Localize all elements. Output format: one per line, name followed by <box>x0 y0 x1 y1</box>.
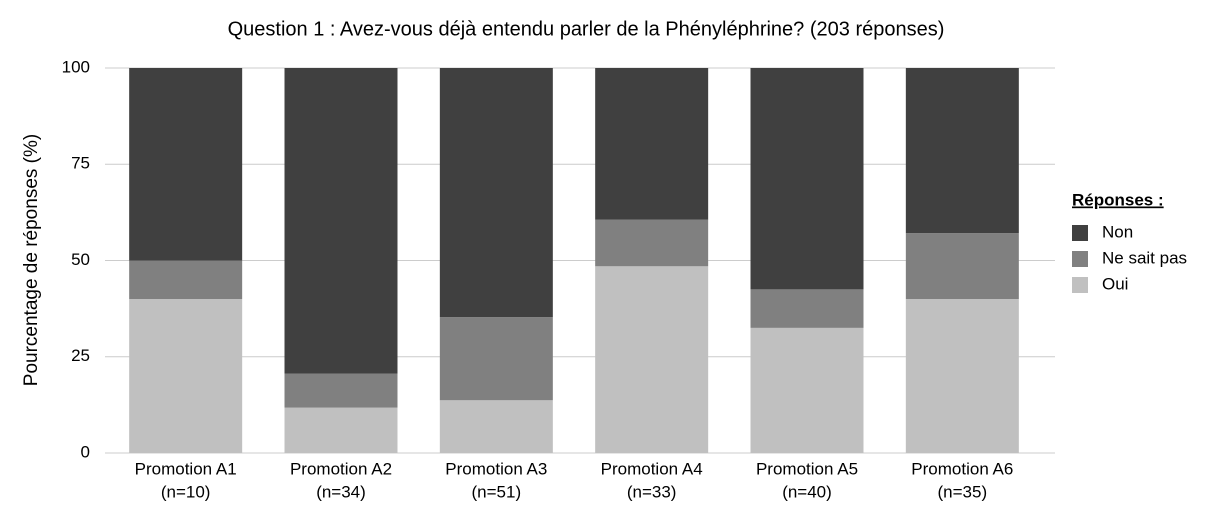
x-tick-label: (n=34) <box>316 482 366 501</box>
legend-label: Non <box>1102 222 1133 241</box>
y-axis-label: Pourcentage de réponses (%) <box>21 134 42 386</box>
y-tick-label: 75 <box>71 154 90 173</box>
bar-segment <box>439 400 553 453</box>
y-tick-label: 100 <box>62 57 90 76</box>
bar-segment <box>750 327 864 453</box>
legend-label: Oui <box>1102 274 1128 293</box>
bar-segment <box>284 373 398 408</box>
x-tick-label: (n=35) <box>938 482 988 501</box>
bar-segment <box>439 68 553 318</box>
bar-segment <box>750 68 864 290</box>
bar-segment <box>905 233 1019 299</box>
bar-segment <box>439 317 553 401</box>
legend-swatch <box>1072 251 1088 267</box>
chart-title: Question 1 : Avez-vous déjà entendu parl… <box>228 18 945 40</box>
bar-segment <box>284 407 398 453</box>
x-tick-label: (n=33) <box>627 482 677 501</box>
y-tick-label: 0 <box>81 442 90 461</box>
y-tick-label: 25 <box>71 346 90 365</box>
x-tick-label: Promotion A5 <box>756 459 858 478</box>
legend-label: Ne sait pas <box>1102 248 1187 267</box>
bar-segment <box>595 266 709 453</box>
legend-swatch <box>1072 225 1088 241</box>
x-tick-label: Promotion A3 <box>445 459 547 478</box>
bar-segment <box>129 260 243 299</box>
bar-segment <box>905 299 1019 453</box>
x-tick-label: Promotion A2 <box>290 459 392 478</box>
x-tick-label: Promotion A1 <box>135 459 237 478</box>
legend-title: Réponses : <box>1072 190 1164 209</box>
bar-segment <box>905 68 1019 234</box>
bar-segment <box>129 68 243 261</box>
bar-segment <box>595 68 709 220</box>
bar-segment <box>129 299 243 453</box>
x-tick-label: (n=10) <box>161 482 211 501</box>
bar-segment <box>750 289 864 328</box>
x-tick-label: (n=51) <box>472 482 522 501</box>
x-tick-label: Promotion A4 <box>601 459 703 478</box>
bar-segment <box>595 219 709 267</box>
legend-swatch <box>1072 277 1088 293</box>
y-tick-label: 50 <box>71 250 90 269</box>
x-tick-label: (n=40) <box>782 482 832 501</box>
x-tick-label: Promotion A6 <box>911 459 1013 478</box>
bar-segment <box>284 68 398 374</box>
